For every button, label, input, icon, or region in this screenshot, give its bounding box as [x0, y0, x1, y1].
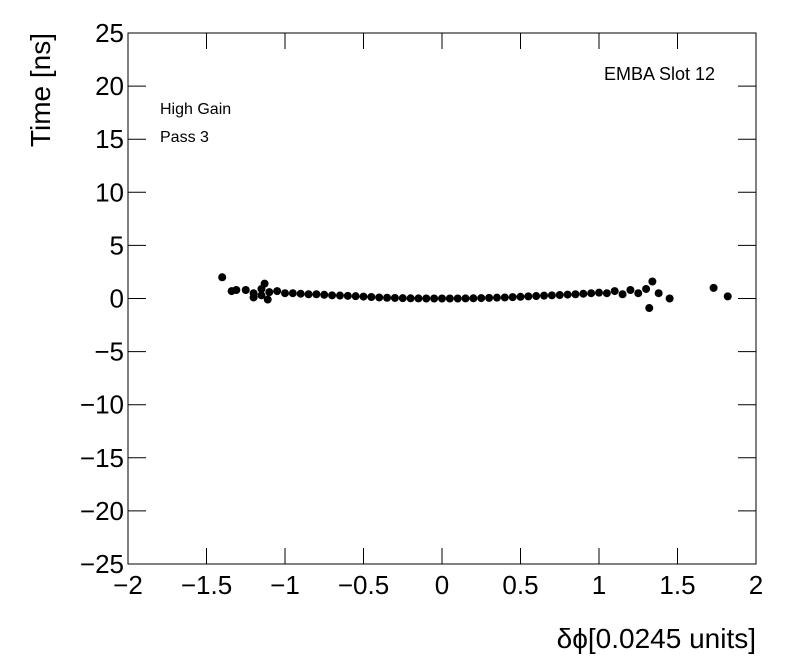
y-tick-label: 25	[95, 18, 124, 48]
point	[445, 294, 454, 303]
point	[477, 294, 486, 303]
point	[453, 294, 462, 303]
point	[602, 289, 611, 298]
point	[709, 283, 718, 292]
x-tick-label: −1.5	[181, 570, 232, 600]
point	[312, 290, 321, 299]
x-tick-label: 2	[749, 570, 763, 600]
point	[430, 294, 439, 303]
point	[645, 304, 654, 313]
point	[218, 273, 227, 282]
point	[383, 293, 392, 302]
annotation: Pass 3	[160, 129, 209, 146]
x-tick-label: −0.5	[338, 570, 389, 600]
point	[665, 294, 674, 303]
x-tick-label: 1.5	[659, 570, 695, 600]
point	[654, 289, 663, 298]
point	[257, 291, 266, 300]
point	[438, 294, 446, 303]
y-tick-label: 0	[110, 284, 124, 314]
point	[367, 293, 376, 302]
annotation: High Gain	[160, 101, 231, 118]
y-tick-label: −10	[80, 390, 124, 420]
point	[492, 293, 501, 302]
point	[532, 292, 541, 301]
x-tick-label: −1	[270, 570, 300, 600]
point	[390, 293, 399, 302]
point	[540, 291, 549, 300]
point	[618, 290, 627, 299]
y-axis-label: Time [ns]	[25, 33, 56, 147]
annotation: EMBA Slot 12	[604, 64, 715, 84]
y-tick-label: −20	[80, 496, 124, 526]
y-tick-label: 5	[110, 230, 124, 260]
y-tick-label: −5	[94, 337, 124, 367]
point	[263, 295, 272, 304]
point	[273, 287, 282, 296]
y-tick-label: −25	[80, 549, 124, 579]
point	[461, 294, 470, 303]
point	[571, 290, 580, 299]
point	[398, 294, 407, 303]
point	[328, 291, 337, 300]
point	[296, 289, 305, 298]
point	[257, 284, 266, 293]
point	[500, 293, 509, 302]
point	[524, 292, 533, 301]
point	[516, 292, 525, 301]
y-tick-label: 20	[95, 71, 124, 101]
point	[320, 290, 329, 299]
point	[508, 293, 517, 302]
point	[626, 286, 635, 295]
point	[414, 294, 423, 303]
x-tick-label: 0	[435, 570, 449, 600]
point	[634, 289, 643, 298]
point	[249, 289, 258, 298]
x-tick-label: 1	[592, 570, 606, 600]
point	[359, 292, 368, 301]
point	[563, 290, 572, 299]
point	[281, 289, 289, 298]
point	[343, 291, 352, 300]
point	[304, 290, 313, 299]
point	[375, 293, 384, 302]
point	[555, 290, 564, 299]
x-axis-label: δϕ[0.0245 units]	[557, 623, 756, 654]
point	[648, 277, 657, 286]
point	[610, 287, 619, 296]
point	[351, 292, 360, 301]
point	[406, 294, 415, 303]
point	[723, 292, 732, 301]
y-tick-label: 10	[95, 177, 124, 207]
point	[232, 286, 241, 295]
point	[587, 289, 596, 298]
y-tick-label: −15	[80, 443, 124, 473]
point	[469, 294, 478, 303]
x-tick-label: 0.5	[502, 570, 538, 600]
point	[422, 294, 431, 303]
point	[265, 288, 274, 297]
y-tick-label: 15	[95, 124, 124, 154]
point	[547, 291, 556, 300]
point	[595, 288, 603, 297]
point	[288, 289, 297, 298]
x-tick-label: −2	[113, 570, 143, 600]
point	[241, 286, 250, 295]
point	[579, 289, 588, 298]
point	[335, 291, 344, 300]
point	[642, 284, 651, 293]
point	[485, 293, 494, 302]
